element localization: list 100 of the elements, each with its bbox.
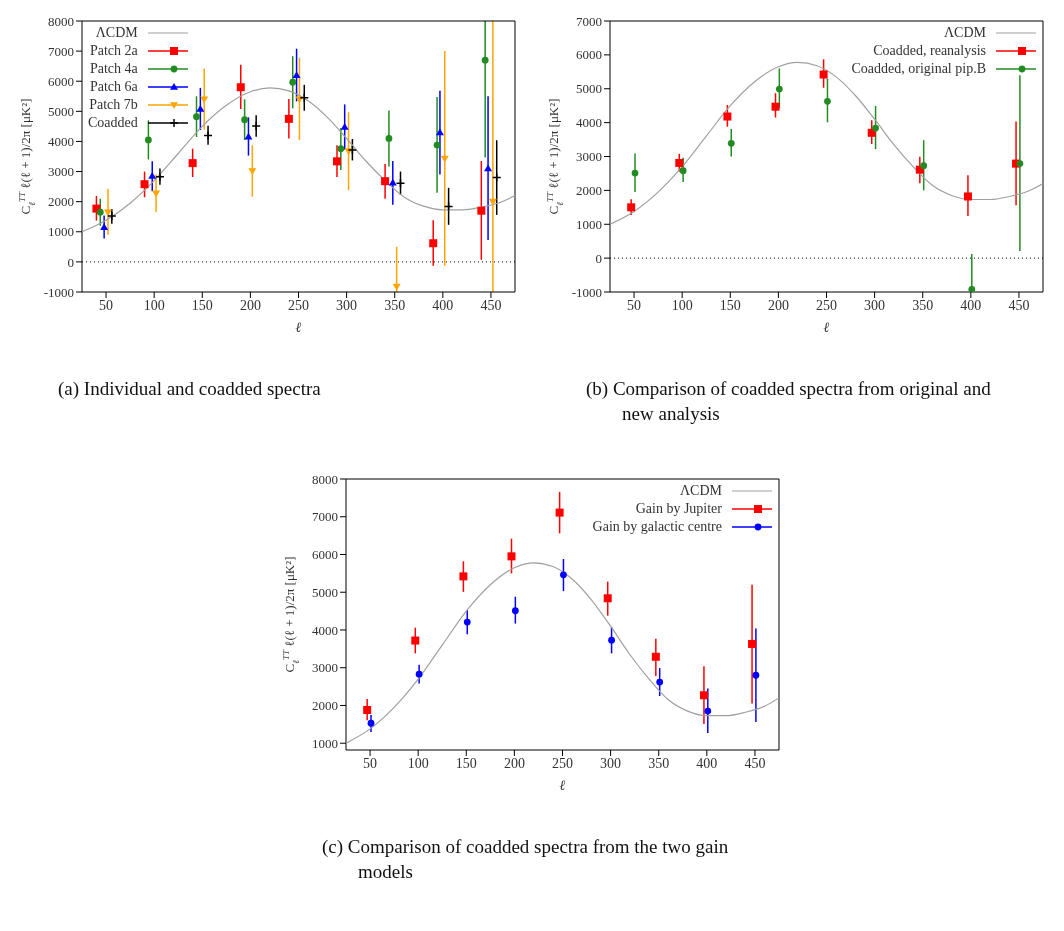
point	[723, 112, 732, 121]
y-tick-label: 0	[67, 254, 74, 270]
x-tick-label: 450	[744, 755, 766, 771]
x-tick-label: 150	[719, 297, 741, 313]
point	[340, 122, 349, 130]
line-series	[610, 61, 1043, 225]
point	[560, 571, 567, 579]
legend-label: Patch 7b	[89, 96, 138, 114]
y-tick-label: 2000	[576, 182, 602, 198]
point	[363, 705, 372, 714]
legend-label: ΛCDM	[943, 24, 986, 42]
point	[968, 285, 976, 292]
y-tick-label: 7000	[312, 509, 338, 525]
y-tick-label: 8000	[48, 13, 74, 29]
point	[332, 157, 341, 166]
legend-label: Gain by Jupiter	[635, 500, 722, 518]
point	[284, 114, 293, 123]
x-tick-label: 350	[912, 297, 934, 313]
x-tick-label: 350	[384, 297, 406, 313]
x-tick-label: 350	[648, 755, 670, 771]
point	[824, 97, 831, 105]
point	[337, 145, 345, 153]
x-tick-label: 150	[191, 297, 213, 313]
point	[481, 56, 489, 64]
point	[872, 124, 879, 132]
point	[679, 167, 687, 175]
point	[248, 168, 257, 175]
y-tick-label: 6000	[48, 73, 74, 89]
point	[603, 594, 612, 603]
x-axis-title: ℓ	[559, 778, 566, 793]
point	[367, 719, 375, 727]
x-tick-label: 250	[552, 755, 573, 771]
point	[188, 159, 197, 168]
y-tick-label: -1000	[43, 284, 74, 300]
x-tick-label: 150	[455, 755, 477, 771]
point	[484, 164, 493, 172]
y-tick-label: -1000	[571, 284, 602, 300]
point	[459, 572, 468, 581]
point	[241, 116, 249, 124]
point	[144, 136, 152, 144]
point	[963, 192, 972, 201]
y-tick-label: 6000	[576, 47, 602, 63]
point	[627, 203, 636, 212]
legend-label: Coadded, reanalysis	[873, 42, 986, 60]
text: (b) Comparison of coadded spectra from original and new analysis	[586, 377, 992, 426]
y-tick-label: 5000	[48, 103, 74, 119]
x-tick-label: 450	[1008, 297, 1030, 313]
point	[236, 83, 245, 92]
x-tick-label: 300	[600, 755, 622, 771]
legend-label: Patch 4a	[89, 60, 138, 78]
x-tick-label: 100	[407, 755, 429, 771]
text: (c) Comparison of coadded spectra from the two gain models	[322, 835, 730, 884]
point	[140, 180, 149, 189]
y-tick-label: 5000	[312, 584, 338, 600]
y-tick-label: 7000	[576, 13, 602, 29]
point	[1016, 160, 1024, 168]
point	[477, 206, 486, 215]
x-tick-label: 50	[627, 297, 642, 313]
x-tick-label: 450	[480, 297, 502, 313]
point	[203, 130, 213, 141]
y-tick-label: 2000	[312, 698, 338, 714]
x-axis-title: ℓ	[295, 320, 302, 335]
y-tick-label: 5000	[576, 81, 602, 97]
point	[381, 177, 390, 186]
x-tick-label: 300	[336, 297, 358, 313]
point	[193, 113, 200, 121]
point	[699, 691, 708, 700]
y-tick-label: 6000	[312, 547, 338, 563]
y-tick-label: 4000	[576, 115, 602, 131]
x-tick-label: 200	[767, 297, 789, 313]
point	[392, 283, 401, 291]
y-tick-label: 3000	[312, 660, 338, 676]
point	[429, 239, 438, 248]
point	[631, 169, 639, 177]
point	[251, 121, 261, 131]
point	[920, 162, 928, 170]
point	[411, 636, 420, 645]
point	[200, 96, 209, 104]
point	[107, 211, 117, 221]
point	[819, 70, 828, 79]
x-tick-label: 50	[99, 297, 114, 313]
point	[148, 172, 157, 179]
point	[103, 209, 112, 217]
point	[433, 141, 441, 149]
point	[299, 93, 310, 103]
point	[347, 145, 358, 155]
point	[152, 190, 161, 198]
point	[440, 155, 449, 163]
y-tick-label: 0	[595, 250, 602, 266]
x-tick-label: 250	[288, 297, 309, 313]
legend-label: ΛCDM	[95, 24, 138, 42]
point	[704, 707, 712, 715]
point	[289, 78, 297, 86]
x-tick-label: 200	[239, 297, 261, 313]
y-tick-label: 3000	[576, 149, 602, 165]
x-tick-label: 100	[671, 297, 693, 313]
point	[100, 223, 109, 231]
y-tick-label: 8000	[312, 471, 338, 487]
legend-label: Gain by galactic centre	[592, 518, 722, 536]
point	[196, 104, 205, 112]
